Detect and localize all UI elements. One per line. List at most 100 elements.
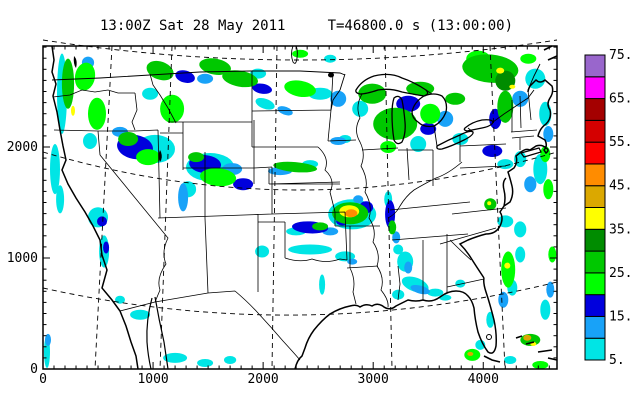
echo-blob <box>284 80 316 98</box>
mississippi-river <box>356 93 389 308</box>
y-axis-tick-label: 1000 <box>7 251 38 266</box>
y-axis-tick-label: 2000 <box>7 140 38 155</box>
colorbar-tick-label: 45. <box>609 179 632 194</box>
echo-blob <box>392 231 401 244</box>
echo-blob <box>130 309 151 320</box>
echo-blob <box>501 251 516 288</box>
echo-blob <box>319 274 326 295</box>
x-axis-tick-label: 4000 <box>468 372 499 387</box>
echo-blob <box>255 245 270 258</box>
gulf-atlantic-coastline <box>294 78 554 370</box>
echo-blob <box>520 333 541 346</box>
echo-blob <box>188 152 205 163</box>
echo-blob <box>546 281 555 298</box>
echo-blob <box>61 58 75 109</box>
echo-blob <box>175 70 195 83</box>
echo-blob <box>358 83 387 104</box>
echo-blob <box>103 241 110 254</box>
y-axis-tick-label: 0 <box>30 362 38 377</box>
echo-blob <box>524 176 537 193</box>
echo-blob <box>197 73 214 84</box>
echo-blob <box>255 97 275 110</box>
colorbar-tick-label: 25. <box>609 266 632 281</box>
echo-blob <box>252 83 272 94</box>
small-water-bodies <box>73 56 334 162</box>
colorbar-tick-label: 5. <box>609 353 625 368</box>
echo-blob <box>520 53 537 64</box>
echo-blob <box>136 149 161 166</box>
canada-border <box>51 63 541 123</box>
x-axis-tick-label: 3000 <box>358 372 389 387</box>
echo-blob <box>525 68 546 89</box>
colorbar-cell <box>584 337 606 361</box>
echo-blob <box>404 261 413 274</box>
echo-blob <box>222 70 258 88</box>
lake-connectors <box>425 89 474 147</box>
echo-blob <box>45 333 51 346</box>
state-boundaries <box>52 71 538 361</box>
colorbar-cell <box>584 163 606 187</box>
echo-blob <box>498 291 509 308</box>
colorbar-cell <box>584 272 606 296</box>
echo-blob <box>146 60 174 81</box>
echo-blob <box>420 103 441 124</box>
lake-huron <box>411 93 448 128</box>
lake-okeechobee <box>486 334 492 340</box>
echo-blob <box>200 168 237 187</box>
longitude-line <box>271 45 278 370</box>
colorbar-tick-label: 15. <box>609 309 632 324</box>
echo-blob <box>288 244 333 255</box>
longitude-line <box>159 45 173 370</box>
echo-blob <box>482 145 503 157</box>
colorbar-tick-label: 75. <box>609 48 632 63</box>
echo-blob <box>292 49 309 58</box>
colorbar-cell <box>584 207 606 230</box>
colorbar-tick-label: 65. <box>609 92 632 107</box>
latitude-line <box>42 39 558 61</box>
echo-blob <box>163 352 188 363</box>
echo-blob <box>71 105 75 116</box>
echo-blob <box>504 356 517 364</box>
echo-blob <box>373 107 418 140</box>
pacific-coastline <box>51 45 139 370</box>
echo-blob <box>50 144 60 195</box>
echo-blob <box>393 244 404 255</box>
us-basemap <box>51 45 558 370</box>
echo-blob <box>178 183 189 212</box>
echo-blob <box>224 356 237 364</box>
echo-blob <box>312 222 329 231</box>
echo-blob <box>509 84 516 89</box>
echo-blob <box>142 87 159 100</box>
echo-blob <box>199 58 231 75</box>
echo-blob <box>543 126 554 142</box>
colorbar-cell <box>584 228 606 252</box>
lake-erie <box>436 130 474 150</box>
x-axis-tick-label: 1000 <box>137 372 168 387</box>
great-salt-lake <box>158 150 162 162</box>
echo-blob <box>445 92 466 105</box>
echo-blob <box>487 201 492 206</box>
x-axis-tick-label: 0 <box>39 372 47 387</box>
lake-ontario <box>463 119 494 132</box>
colorbar-cell <box>584 141 606 165</box>
lake-michigan <box>391 95 406 145</box>
colorbar-cell <box>584 185 606 209</box>
echo-blob <box>345 209 358 218</box>
echo-blob <box>410 284 430 295</box>
echo-blob <box>532 361 549 369</box>
plot-title: 13:00Z Sat 28 May 2011 T=46800.0 s (13:0… <box>100 18 513 34</box>
colorbar-cell <box>584 315 606 339</box>
echo-blob <box>380 141 397 153</box>
echo-blob <box>56 185 65 214</box>
echo-blob <box>539 101 552 126</box>
echo-blob <box>388 220 397 235</box>
great-lakes <box>355 73 494 150</box>
echo-blob <box>455 279 466 288</box>
colorbar-cell <box>584 54 606 78</box>
echo-blob <box>543 179 554 200</box>
puget-sound <box>73 56 77 68</box>
latitude-line <box>42 151 558 191</box>
echo-blob <box>83 133 97 149</box>
radar-echo-layer <box>44 49 557 369</box>
echo-blob <box>514 221 527 238</box>
